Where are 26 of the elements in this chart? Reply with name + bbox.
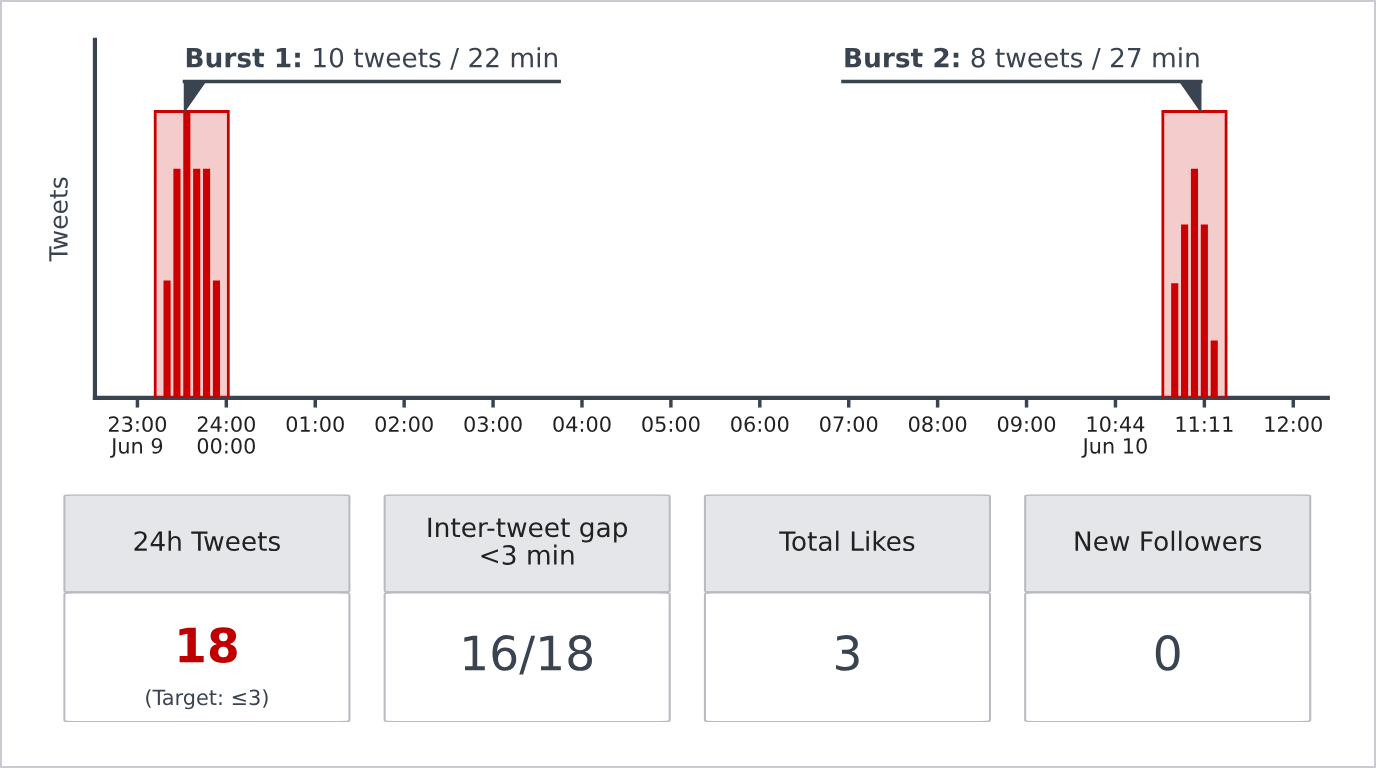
x-tick-label: 05:00 [642, 416, 700, 433]
y-axis-title: Tweets [49, 177, 68, 262]
x-tick-label: 04:00 [553, 416, 611, 433]
x-tick-label: 11:11 [1176, 416, 1233, 432]
text: 18 [179, 627, 237, 663]
text: Burst 1: 10 tweets / 22 min [186, 47, 557, 70]
x-tick-label: 12:00 [1265, 416, 1322, 433]
x-tick-label: 07:00 [820, 416, 878, 433]
text: 24h Tweets [134, 530, 280, 552]
x-tick-label: 10:44 Jun 10 [1081, 416, 1147, 458]
x-tick-label: 23:00 Jun 9 [108, 416, 167, 458]
text: (Target: ≤3) [146, 689, 268, 710]
x-tick-label: 24:00 00:00 [197, 416, 255, 454]
text: 3 [836, 635, 859, 671]
x-tick-label: 08:00 [908, 416, 967, 433]
text: Total Likes [779, 530, 915, 552]
x-tick-label: 01:00 [286, 416, 344, 433]
x-tick-label: 09:00 [997, 416, 1056, 433]
text: Inter-tweet gap <3 min [428, 517, 628, 565]
text: New Followers [1075, 530, 1262, 552]
x-tick-label: 06:00 [731, 416, 789, 433]
x-tick-label: 02:00 [375, 416, 433, 433]
text: 16/18 [464, 635, 592, 675]
text: 0 [1155, 635, 1180, 671]
x-tick-label: 03:00 [464, 416, 522, 433]
text: Burst 2: 8 tweets / 27 min [845, 47, 1199, 70]
